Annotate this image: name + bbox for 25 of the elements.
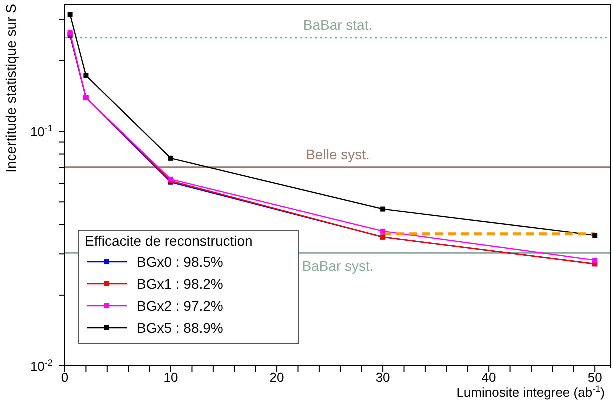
y-tick-label: 10$^{-2}$ — [30, 358, 53, 374]
y-axis-title: Incertitude statistique sur S — [3, 4, 19, 173]
point — [592, 258, 598, 263]
x-axis-title: Luminosite integree (ab$^{-1}$) — [456, 384, 605, 400]
x-tick-label: 40 — [482, 370, 496, 385]
point — [592, 233, 598, 238]
x-tick-label: 0 — [61, 370, 69, 385]
x-tick-label: 10 — [164, 370, 178, 385]
ref-line-label: BaBar stat. — [303, 16, 373, 33]
legend-label: BGx1 : 98.2% — [137, 276, 224, 292]
x-tick-label: 30 — [376, 370, 390, 385]
ref-line-label: BaBar syst. — [302, 258, 374, 274]
point — [84, 73, 89, 78]
point — [168, 156, 174, 161]
legend-label: BGx0 : 98.5% — [137, 254, 224, 270]
x-tick-label: 20 — [270, 370, 284, 385]
legend-label: BGx5 : 88.9% — [137, 320, 224, 336]
ref-line-label: Belle syst. — [306, 146, 370, 162]
point — [380, 228, 386, 234]
legend-label: BGx2 : 97.2% — [137, 298, 224, 314]
point — [68, 12, 73, 18]
y-tick-label: 10$^{-1}$ — [30, 124, 53, 140]
point — [380, 206, 386, 212]
x-tick-label: 50 — [588, 370, 602, 385]
legend-title: Efficacite de reconstruction — [85, 233, 254, 249]
